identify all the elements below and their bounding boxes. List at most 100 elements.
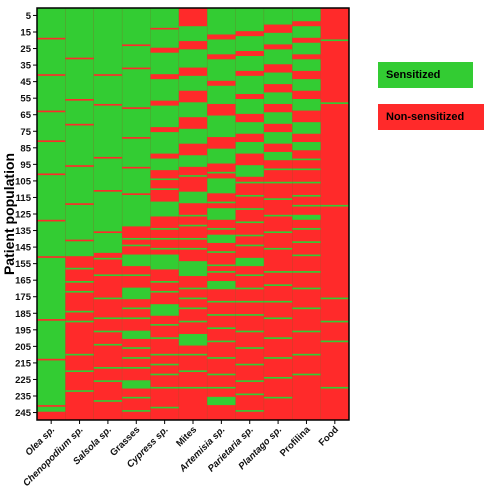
heatmap-cell	[320, 297, 350, 300]
heatmap-cell-block	[178, 333, 208, 346]
heatmap-column-5	[178, 8, 208, 420]
heatmap-cell	[65, 353, 95, 356]
y-axis-label: Patient population	[1, 153, 17, 275]
heatmap-cell	[263, 231, 293, 234]
heatmap-cell	[178, 353, 208, 356]
heatmap-cell	[178, 247, 208, 250]
heatmap-cell-block	[235, 257, 265, 267]
heatmap-cell	[150, 281, 180, 283]
heatmap-cell	[292, 241, 321, 243]
heatmap-cell-block	[37, 221, 66, 257]
heatmap-cell-block	[292, 79, 321, 91]
y-tick-label: 5	[26, 11, 32, 22]
heatmap-cell-block	[150, 158, 180, 171]
heatmap-cell-block	[235, 122, 265, 134]
heatmap-cell	[320, 340, 350, 343]
legend-label-non-sensitized: Non-sensitized	[386, 111, 465, 123]
heatmap-cell	[150, 373, 180, 376]
heatmap-cell-block	[37, 406, 66, 412]
y-tick-label: 45	[20, 77, 31, 88]
y-tick-label: 185	[15, 309, 32, 320]
heatmap-cell-block	[93, 75, 123, 104]
heatmap-cell-block	[292, 26, 321, 38]
y-tick-label: 125	[15, 210, 32, 221]
heatmap-cell	[122, 274, 151, 277]
heatmap-cell	[207, 327, 236, 329]
heatmap-cell-block	[122, 46, 151, 68]
heatmap-cell-block	[150, 52, 180, 75]
heatmap-cell-block	[292, 214, 321, 220]
heatmap-cell	[150, 406, 180, 409]
heatmap-cell	[320, 386, 350, 389]
heatmap-cell-block	[65, 166, 95, 204]
heatmap-cell	[93, 257, 123, 260]
heatmap-cell	[122, 237, 151, 240]
heatmap-cell	[93, 343, 123, 346]
heatmap-cell-block	[292, 122, 321, 134]
heatmap-cell	[65, 267, 95, 270]
heatmap-cell	[292, 228, 321, 230]
heatmap-cell-block	[263, 72, 293, 85]
heatmap-cell	[263, 396, 293, 399]
y-tick-label: 105	[15, 176, 32, 187]
heatmap-cell	[207, 201, 236, 204]
heatmap-cell-block	[178, 261, 208, 277]
heatmap-cell-block	[235, 55, 265, 71]
heatmap-cell	[178, 320, 208, 323]
heatmap-cell	[207, 357, 236, 359]
y-tick-label: 175	[15, 292, 32, 303]
heatmap-cell	[207, 386, 236, 389]
heatmap-cell-block	[178, 128, 208, 144]
heatmap-cell	[65, 390, 95, 392]
heatmap-cell-block	[65, 204, 95, 240]
y-tick-label: 135	[15, 226, 32, 237]
heatmap-cell-block	[122, 168, 151, 194]
heatmap-cell-block	[65, 59, 95, 100]
heatmap-cell	[207, 171, 236, 174]
heatmap-cell	[207, 314, 236, 316]
heatmap-cell	[235, 314, 265, 316]
heatmap-cell-block	[235, 75, 265, 95]
heatmap-cell	[93, 297, 123, 300]
heatmap-cell	[65, 290, 95, 293]
y-tick-label: 145	[15, 243, 32, 254]
heatmap-cell-block	[178, 26, 208, 42]
heatmap-cell-block	[122, 69, 151, 108]
heatmap-cell	[235, 181, 265, 184]
heatmap-cell-block	[122, 138, 151, 167]
y-tick-label: 25	[20, 44, 31, 55]
heatmap-cell	[150, 178, 180, 181]
heatmap-cell	[150, 237, 180, 240]
heatmap-cell-block	[292, 42, 321, 55]
heatmap-cell	[235, 380, 265, 382]
y-tick-label: 155	[15, 259, 32, 270]
heatmap-cell	[150, 324, 180, 326]
heatmap-cell	[292, 330, 321, 333]
heatmap-cell	[292, 254, 321, 257]
heatmap-cell-block	[37, 39, 66, 75]
heatmap-cell	[292, 194, 321, 197]
heatmap-cell-block	[122, 254, 151, 267]
heatmap-cell-block	[207, 281, 236, 290]
heatmap-cell	[263, 376, 293, 379]
heatmap-cell-block	[150, 8, 180, 28]
heatmap-cell	[292, 204, 321, 207]
heatmap-cell-block	[178, 191, 208, 204]
heatmap-cell	[207, 228, 236, 230]
heatmap-cell	[235, 194, 265, 197]
heatmap-cell-block	[93, 233, 123, 253]
heatmap-cell	[122, 410, 151, 412]
heatmap-cell	[263, 168, 293, 171]
heatmap-cell-block	[37, 8, 66, 38]
heatmap-cell-block	[37, 360, 66, 406]
heatmap-cell-block	[122, 287, 151, 300]
heatmap-cell	[292, 353, 321, 356]
heatmap-cell	[292, 271, 321, 273]
heatmap-cell	[235, 393, 265, 396]
heatmap-cell	[93, 367, 123, 369]
heatmap-cell	[263, 247, 293, 250]
heatmap-cell	[292, 287, 321, 290]
heatmap-cell	[178, 175, 208, 177]
heatmap-cell	[320, 204, 350, 207]
heatmap-cell-block	[207, 148, 236, 164]
